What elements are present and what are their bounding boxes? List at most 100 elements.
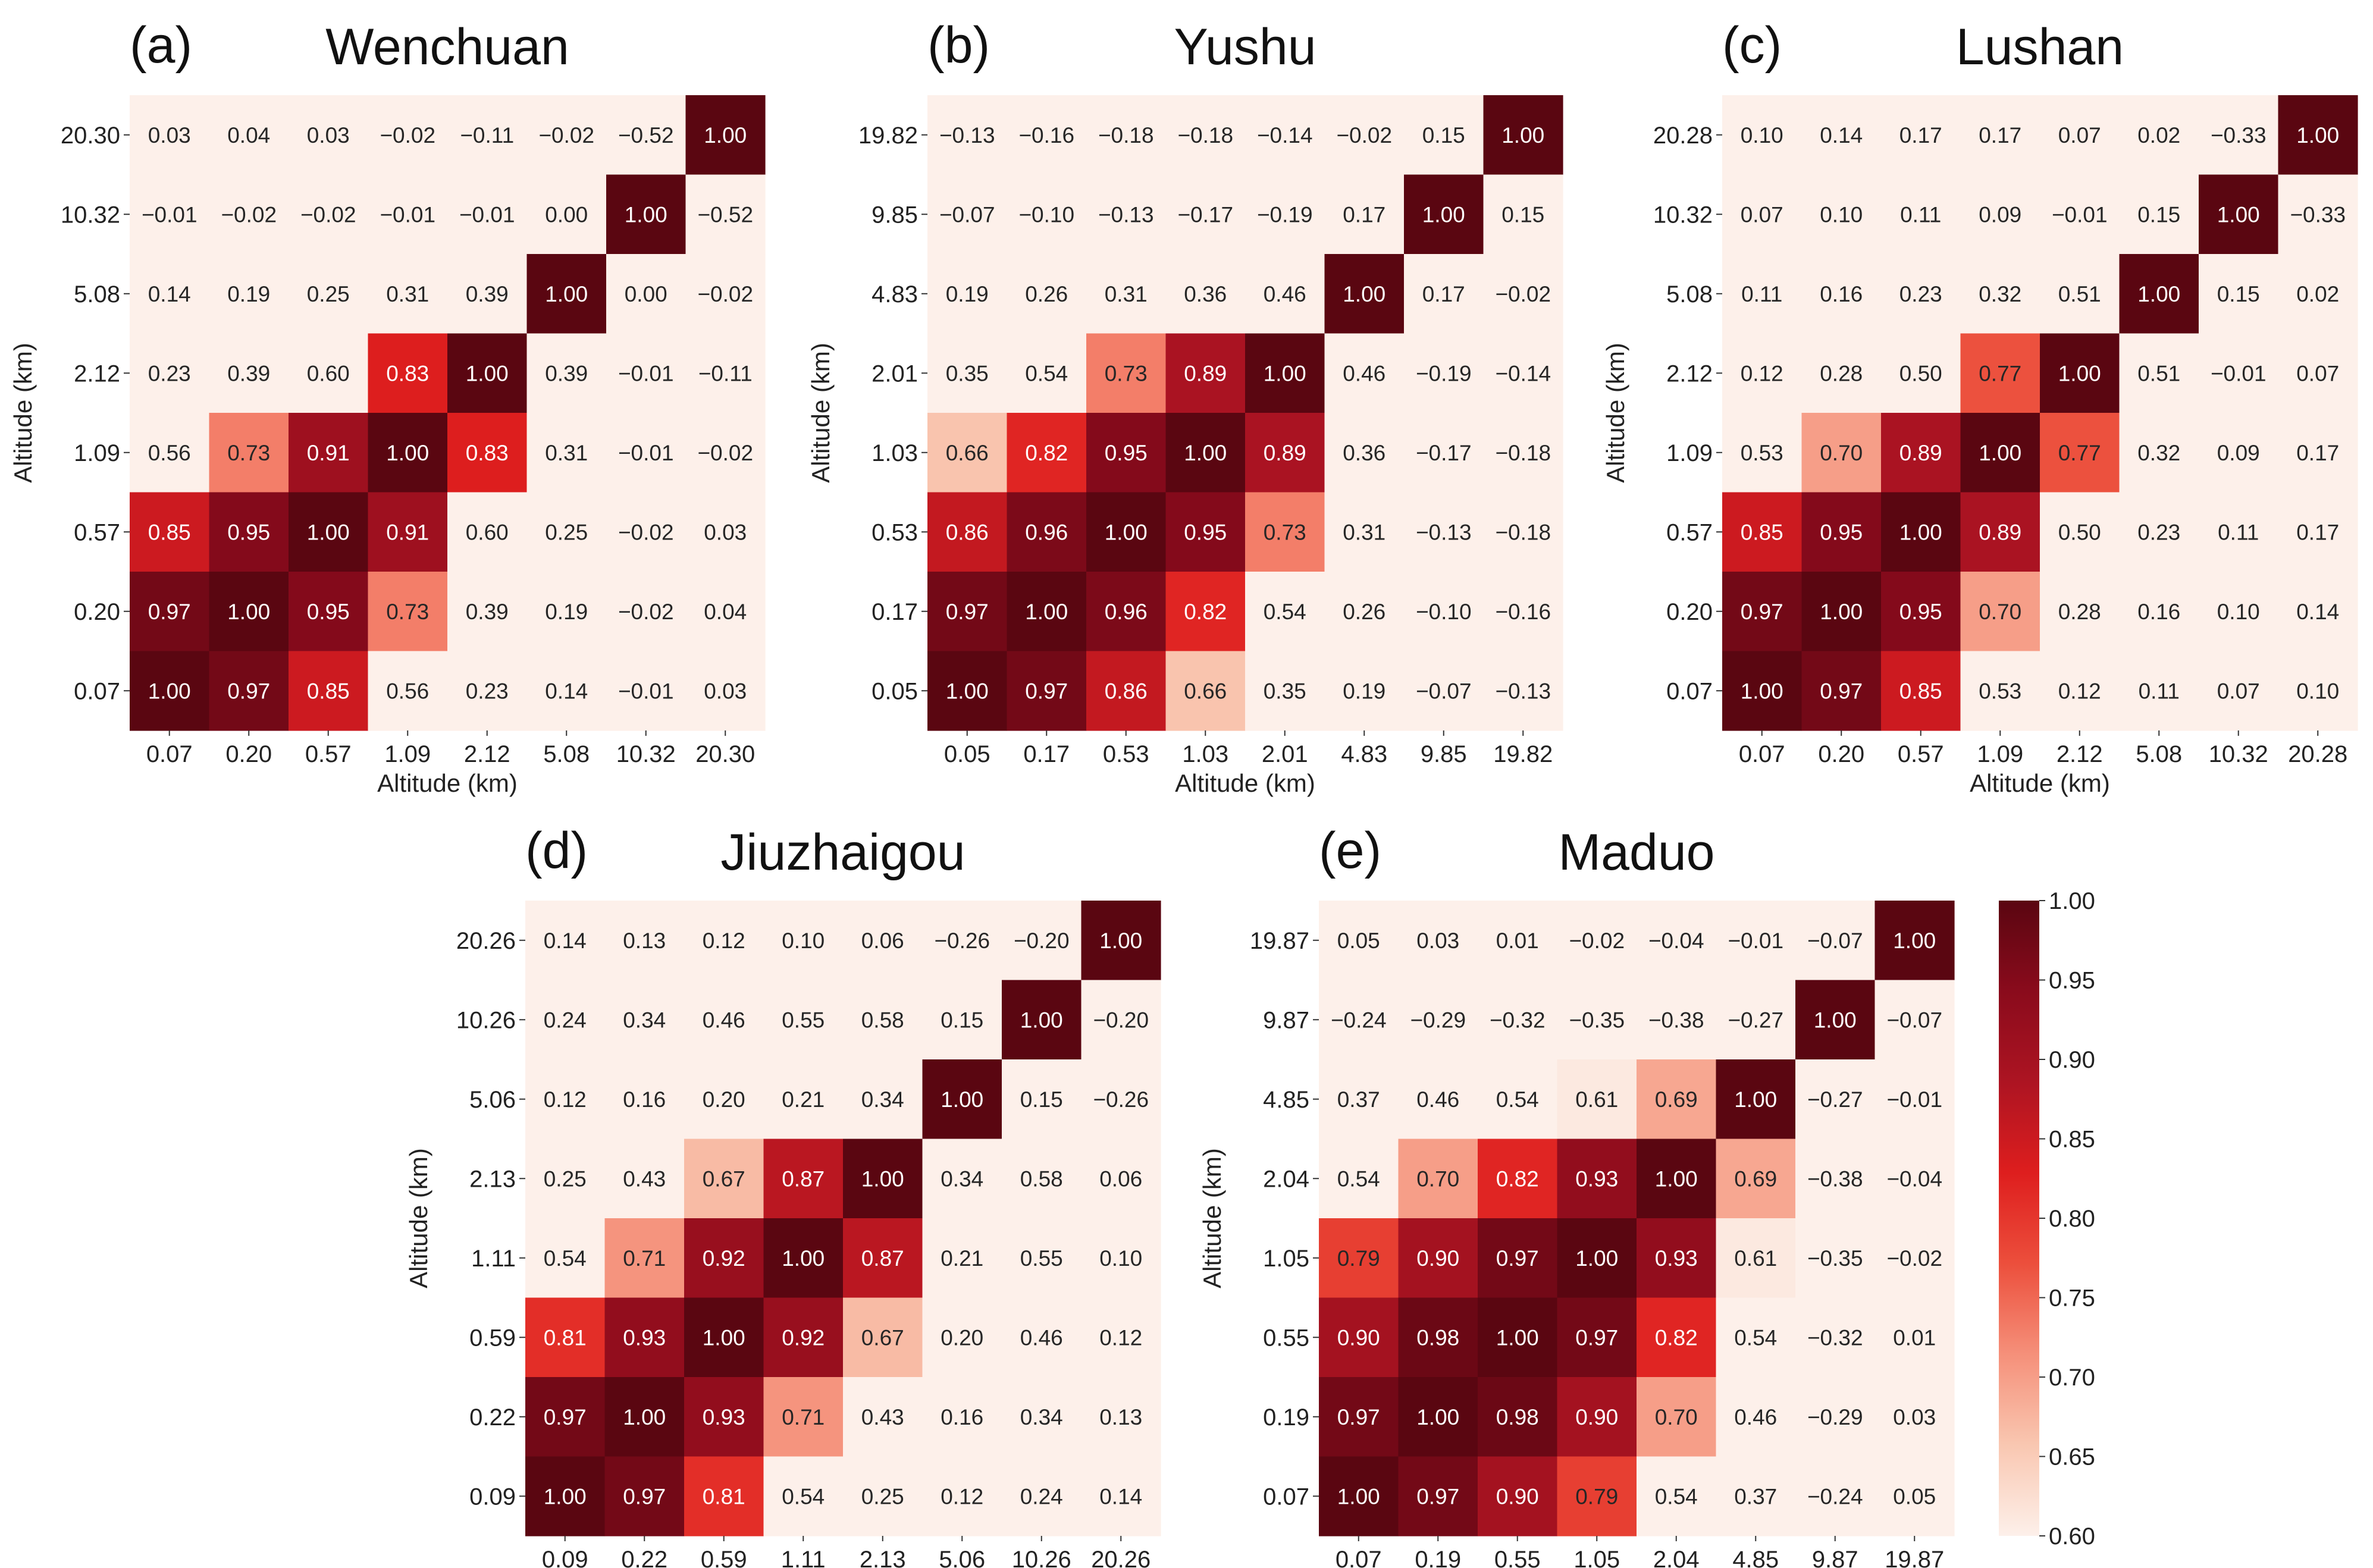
cell-value-label: 0.83: [466, 441, 509, 465]
cell-value-label: 0.32: [1979, 282, 2021, 306]
cell-value-label: 1.00: [1496, 1325, 1539, 1350]
cell-value-label: −0.11: [698, 361, 753, 385]
cell-value-label: 1.00: [2217, 202, 2260, 227]
cell-value-label: 1.00: [861, 1166, 904, 1191]
heatmap-cell: [606, 413, 686, 493]
heatmap-cell: [1637, 901, 1717, 981]
cell-value-label: 0.86: [946, 520, 989, 544]
cell-value-label: −0.52: [618, 123, 674, 148]
x-tick-label: 20.26: [1091, 1547, 1151, 1568]
cell-value-label: 0.14: [545, 679, 588, 703]
heatmap-cell: [289, 95, 369, 175]
cell-value-label: 0.55: [782, 1008, 825, 1032]
cell-value-label: 0.81: [703, 1484, 745, 1509]
heatmap-cell: [209, 492, 289, 572]
cell-value-label: 0.54: [1655, 1484, 1698, 1509]
x-tick-label: 2.12: [2057, 741, 2103, 767]
heatmap-cell: [1722, 492, 1803, 572]
y-tick-label: 1.09: [1666, 440, 1713, 466]
cell-value-label: 1.00: [1741, 679, 1783, 703]
cell-value-label: 0.03: [1893, 1405, 1936, 1429]
cell-value-label: 0.19: [1343, 679, 1385, 703]
cell-value-label: 0.10: [1099, 1246, 1142, 1271]
heatmap-cell: [1404, 492, 1484, 572]
cell-value-label: 0.90: [1496, 1484, 1539, 1509]
cell-value-label: 0.01: [1496, 929, 1539, 953]
heatmap-cell: [1002, 1139, 1082, 1219]
y-axis-label: Altitude (km): [1601, 343, 1629, 483]
heatmap-cell: [1081, 1059, 1161, 1140]
cell-value-label: 0.91: [307, 441, 350, 465]
heatmap-cell: [1722, 174, 1803, 255]
x-tick-label: 5.08: [543, 741, 590, 767]
heatmap-cell: [922, 1059, 1002, 1140]
heatmap-cell: [843, 1297, 923, 1378]
cell-value-label: 0.97: [1337, 1405, 1380, 1429]
heatmap-cell: [2040, 174, 2120, 255]
heatmap-cell: [526, 413, 607, 493]
cell-value-label: 0.66: [1184, 679, 1227, 703]
cell-value-label: 0.53: [1741, 441, 1783, 465]
cell-value-label: 0.15: [1020, 1087, 1063, 1112]
heatmap-cell: [526, 572, 607, 652]
cell-value-label: 0.10: [1741, 123, 1783, 148]
cell-value-label: 0.28: [1820, 361, 1863, 385]
heatmap-cell: [2119, 492, 2199, 572]
colorbar-tick-label: 0.60: [2049, 1523, 2095, 1550]
panel-label: (a): [130, 17, 192, 74]
cell-value-label: 0.86: [1105, 679, 1148, 703]
heatmap-cell: [1245, 95, 1325, 175]
heatmap-cell: [130, 413, 210, 493]
y-tick-label: 0.19: [1263, 1404, 1309, 1431]
cell-value-label: 1.00: [307, 520, 350, 544]
cell-value-label: 0.14: [1820, 123, 1863, 148]
y-tick-label: 9.85: [872, 202, 918, 228]
cell-value-label: 0.77: [1979, 361, 2021, 385]
cell-value-label: 0.91: [386, 520, 429, 544]
cell-value-label: 1.00: [2296, 123, 2339, 148]
heatmap-cell: [1795, 1297, 1876, 1378]
heatmap-cell: [1007, 174, 1087, 255]
heatmap-cell: [1165, 174, 1246, 255]
heatmap-cell: [1722, 651, 1803, 731]
heatmap-cell: [1557, 1377, 1637, 1457]
heatmap-cell: [1557, 1456, 1637, 1536]
y-tick-label: 4.83: [872, 281, 918, 308]
cell-value-label: 0.93: [1575, 1166, 1618, 1191]
cell-value-label: 0.95: [227, 520, 270, 544]
y-tick-label: 9.87: [1263, 1007, 1309, 1033]
heatmap-cell: [927, 413, 1008, 493]
x-axis-label: Altitude (km): [1970, 769, 2110, 797]
cell-value-label: 0.00: [545, 202, 588, 227]
cell-value-label: −0.29: [1807, 1405, 1863, 1429]
heatmap-cell: [1324, 95, 1405, 175]
cell-value-label: −0.26: [1093, 1087, 1149, 1112]
heatmap-cell: [130, 492, 210, 572]
x-tick-label: 1.09: [1977, 741, 2023, 767]
cell-value-label: 0.14: [148, 282, 191, 306]
cell-value-label: −0.38: [1648, 1008, 1704, 1032]
cell-value-label: 0.34: [1020, 1405, 1063, 1429]
heatmap-cell: [2119, 333, 2199, 413]
cell-value-label: −0.02: [380, 123, 435, 148]
cell-value-label: 0.19: [946, 282, 989, 306]
heatmap-cell: [1483, 651, 1563, 731]
cell-value-label: 0.71: [782, 1405, 825, 1429]
cell-value-label: 0.26: [1025, 282, 1068, 306]
x-tick-label: 4.85: [1732, 1547, 1779, 1568]
y-tick-label: 0.20: [1666, 599, 1713, 625]
heatmap-cell: [289, 413, 369, 493]
y-tick-label: 20.26: [456, 928, 516, 954]
heatmap-cell: [922, 980, 1002, 1060]
heatmap-cell: [1086, 174, 1167, 255]
cell-value-label: 0.90: [1337, 1325, 1380, 1350]
heatmap-cell: [922, 1456, 1002, 1536]
heatmap-cell: [1245, 413, 1325, 493]
heatmap-cell: [1165, 651, 1246, 731]
cell-value-label: 0.97: [623, 1484, 666, 1509]
heatmap-cell: [685, 651, 766, 731]
heatmap-cell: [1165, 95, 1246, 175]
heatmap-cell: [1319, 1218, 1399, 1299]
heatmap-panel: 0.05 0.03 0.01 −0.02 −0.04 −0.01 −0.07 1.00 −0.2…: [1198, 822, 1955, 1568]
y-tick-label: 0.57: [74, 519, 120, 545]
